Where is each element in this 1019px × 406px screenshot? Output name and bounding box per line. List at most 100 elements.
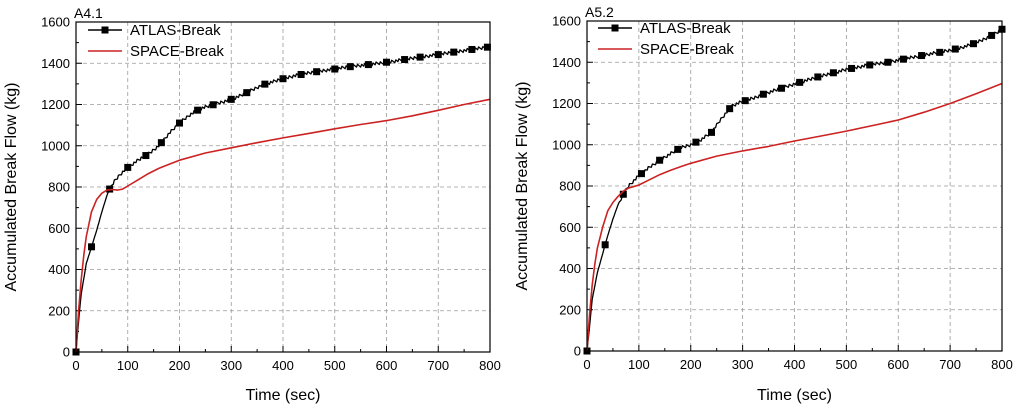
atlas-break-marker <box>814 73 822 81</box>
atlas-break-marker <box>884 58 892 66</box>
atlas-break-marker <box>450 48 458 56</box>
y-tick-label: 1200 <box>552 96 581 111</box>
atlas-break-marker <box>637 170 645 178</box>
y-tick-label: 1000 <box>41 138 70 153</box>
y-tick-label: 1600 <box>552 14 581 29</box>
x-tick-label: 0 <box>72 358 79 373</box>
atlas-break-marker <box>261 80 269 88</box>
x-tick-label: 800 <box>479 358 501 373</box>
atlas-break-marker <box>176 119 183 127</box>
x-tick-label: 700 <box>427 358 449 373</box>
x-tick-label: 600 <box>887 357 909 372</box>
chart-a5-2: 0 100 200 300 400 500 600 700 800 0 200 400 600 800 10… <box>514 4 1013 404</box>
atlas-break-marker <box>692 138 700 146</box>
atlas-break-marker <box>988 31 996 39</box>
x-tick-label: 400 <box>272 358 294 373</box>
atlas-break-marker <box>194 106 202 114</box>
chart-a4-1: 0 100 200 300 400 500 600 700 800 0 200 400 600 800 10… <box>3 5 501 404</box>
atlas-break-marker <box>331 65 339 73</box>
x-axis-label: Time (sec) <box>757 387 832 404</box>
atlas-break-marker <box>726 105 734 113</box>
x-tick-label: 400 <box>784 357 806 372</box>
atlas-break-marker <box>434 51 442 59</box>
y-tick-label: 400 <box>559 261 581 276</box>
y-tick-label: 800 <box>48 180 70 195</box>
x-tick-label: 200 <box>169 358 191 373</box>
y-tick-label: 600 <box>559 220 581 235</box>
atlas-break-marker <box>918 52 926 60</box>
y-tick-label: 1200 <box>41 97 70 112</box>
atlas-break-marker <box>708 128 715 136</box>
atlas-break-marker <box>157 139 165 147</box>
space-break-line <box>75 98 491 353</box>
atlas-break-marker <box>483 43 491 51</box>
x-tick-label: 300 <box>220 358 242 373</box>
y-tick-label: 0 <box>574 344 581 359</box>
legend-label: ATLAS-Break <box>130 22 221 39</box>
atlas-break-marker <box>866 61 874 69</box>
legend-swatch-marker <box>101 26 109 34</box>
atlas-break-marker <box>848 64 856 72</box>
x-axis-label: Time (sec) <box>246 387 321 404</box>
atlas-break-marker <box>468 45 476 53</box>
x-tick-label: 0 <box>583 357 590 372</box>
x-tick-label: 600 <box>376 358 398 373</box>
atlas-break-marker <box>969 40 977 48</box>
atlas-break-marker <box>364 61 372 69</box>
atlas-break-marker <box>383 58 390 66</box>
atlas-break-marker <box>601 241 609 249</box>
atlas-break-marker <box>829 69 837 77</box>
plot-frame <box>586 20 1003 352</box>
x-tick-label: 100 <box>628 357 650 372</box>
atlas-break-marker <box>951 45 959 53</box>
y-tick-label: 1400 <box>552 55 581 70</box>
y-tick-label: 400 <box>48 262 70 277</box>
atlas-break-marker <box>279 75 287 83</box>
x-tick-label: 200 <box>680 357 702 372</box>
y-tick-label: 1400 <box>41 56 70 71</box>
space-break-line <box>586 82 1003 352</box>
atlas-break-marker <box>209 101 217 109</box>
y-tick-label: 1600 <box>41 15 70 30</box>
legend-label: ATLAS-Break <box>640 20 731 37</box>
y-tick-label: 800 <box>559 179 581 194</box>
atlas-break-marker <box>796 78 804 86</box>
atlas-break-marker <box>416 53 424 61</box>
atlas-break-marker <box>243 89 251 97</box>
y-tick-label: 200 <box>48 303 70 318</box>
atlas-break-marker <box>313 68 321 76</box>
atlas-break-marker <box>142 152 150 160</box>
atlas-break-marker <box>936 48 944 56</box>
x-tick-label: 500 <box>836 357 858 372</box>
atlas-break-marker <box>346 63 354 71</box>
x-tick-label: 700 <box>939 357 961 372</box>
legend-swatch-marker <box>611 24 619 32</box>
atlas-break-marker <box>401 56 409 64</box>
x-tick-label: 100 <box>117 358 139 373</box>
atlas-break-marker <box>674 145 682 153</box>
atlas-break-marker <box>656 156 664 164</box>
y-axis-label: Accumulated Break Flow (kg) <box>3 83 20 292</box>
atlas-break-marker <box>227 95 235 103</box>
atlas-break-marker <box>619 190 627 198</box>
atlas-break-marker <box>778 84 786 92</box>
y-tick-label: 600 <box>48 221 70 236</box>
panel-title: A5.2 <box>585 4 614 20</box>
atlas-break-marker <box>759 90 767 98</box>
atlas-break-marker <box>741 97 749 105</box>
x-tick-label: 500 <box>324 358 346 373</box>
atlas-break-marker <box>88 243 96 251</box>
y-axis-label: Accumulated Break Flow (kg) <box>514 82 531 291</box>
legend-label: SPACE-Break <box>130 43 224 60</box>
plot-frame <box>75 21 491 353</box>
y-tick-label: 1000 <box>552 137 581 152</box>
x-tick-label: 800 <box>991 357 1013 372</box>
atlas-break-marker <box>124 163 132 171</box>
y-tick-label: 0 <box>63 345 70 360</box>
x-tick-label: 300 <box>732 357 754 372</box>
atlas-break-marker <box>899 55 907 63</box>
y-tick-label: 200 <box>559 302 581 317</box>
legend-label: SPACE-Break <box>640 41 734 58</box>
panel-title: A4.1 <box>74 5 103 21</box>
